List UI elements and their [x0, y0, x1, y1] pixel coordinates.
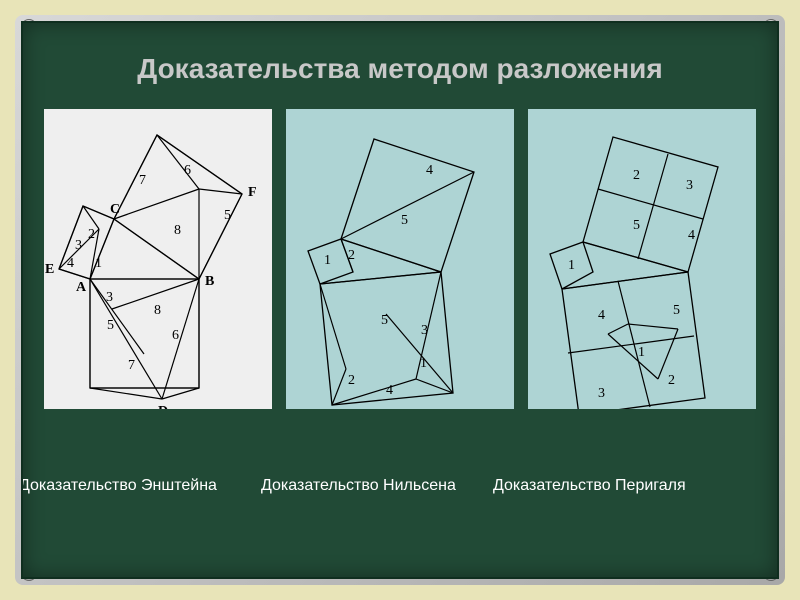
svg-text:2: 2 [88, 227, 95, 242]
svg-text:5: 5 [381, 313, 388, 328]
page-background: Доказательства методом разложения 123435… [0, 0, 800, 600]
svg-text:2: 2 [668, 373, 675, 388]
svg-text:1: 1 [638, 345, 645, 360]
caption-perigal: Доказательство Перигаля [493, 477, 686, 495]
svg-text:3: 3 [598, 386, 605, 401]
svg-text:3: 3 [686, 178, 693, 193]
page-title: Доказательства методом разложения [23, 23, 777, 85]
diagram-einstein: 1234356787658ABCDEF [44, 109, 272, 409]
svg-text:5: 5 [673, 303, 680, 318]
svg-text:B: B [205, 274, 214, 289]
svg-text:4: 4 [67, 256, 74, 271]
svg-text:1: 1 [324, 253, 331, 268]
svg-text:5: 5 [401, 213, 408, 228]
svg-text:1: 1 [420, 356, 427, 371]
diagram-row: 1234356787658ABCDEF 124553124 1235445123 [23, 109, 777, 409]
board-frame: Доказательства методом разложения 123435… [15, 15, 785, 585]
svg-text:F: F [248, 185, 257, 200]
svg-text:E: E [45, 262, 54, 277]
svg-text:4: 4 [598, 308, 605, 323]
svg-text:2: 2 [348, 373, 355, 388]
svg-text:3: 3 [75, 238, 82, 253]
caption-nielsen: Доказательство Нильсена [261, 477, 456, 495]
svg-text:2: 2 [633, 168, 640, 183]
svg-text:6: 6 [172, 328, 179, 343]
svg-text:5: 5 [107, 318, 114, 333]
svg-text:A: A [76, 280, 87, 295]
caption-einstein: Доказательство Энштейна [21, 477, 217, 495]
svg-text:1: 1 [95, 256, 102, 271]
svg-text:8: 8 [174, 223, 181, 238]
diagram-nielsen: 1 2 4 5 5 3 1 2 4 [286, 109, 514, 409]
svg-text:4: 4 [386, 383, 393, 398]
svg-text:1: 1 [568, 258, 575, 273]
svg-text:7: 7 [128, 358, 135, 373]
svg-text:5: 5 [633, 218, 640, 233]
svg-text:C: C [110, 202, 120, 217]
svg-text:3: 3 [106, 290, 113, 305]
svg-text:7: 7 [139, 173, 146, 188]
svg-text:6: 6 [184, 163, 191, 178]
svg-text:8: 8 [154, 303, 161, 318]
svg-text:5: 5 [224, 208, 231, 223]
svg-text:3: 3 [421, 323, 428, 338]
svg-text:D: D [158, 404, 168, 409]
diagram-perigal: 1 2 3 5 4 4 5 1 2 3 [528, 109, 756, 409]
svg-text:4: 4 [426, 163, 433, 178]
chalkboard: Доказательства методом разложения 123435… [21, 21, 779, 579]
svg-text:2: 2 [348, 248, 355, 263]
svg-text:4: 4 [688, 228, 695, 243]
